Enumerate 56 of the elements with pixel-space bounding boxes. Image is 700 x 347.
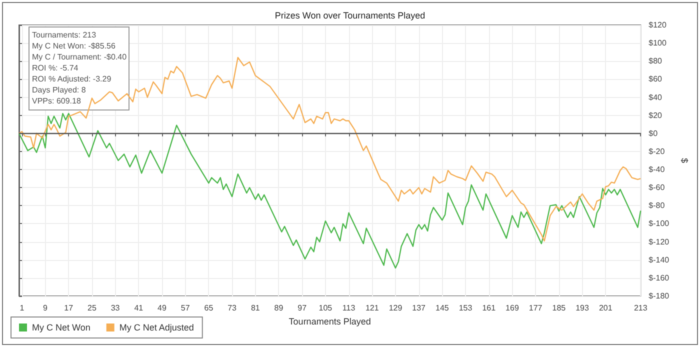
y-axis-title: $ — [680, 158, 690, 164]
x-tick-label: 97 — [298, 304, 308, 312]
x-tick-label: 153 — [458, 304, 473, 312]
y-tick-label: $-40 — [648, 165, 666, 174]
x-tick-label: 201 — [598, 304, 613, 312]
y-tick-label: $80 — [648, 56, 663, 66]
x-tick-label: 137 — [412, 304, 426, 312]
y-tick-label: $-80 — [648, 201, 666, 210]
x-tick-label: 193 — [576, 304, 590, 312]
y-tick-label: $0 — [648, 128, 658, 138]
annotation: My C / Tournament: -$0.40 — [32, 52, 128, 62]
annotation: VPPs: 609.18 — [32, 96, 82, 106]
x-tick-label: 129 — [388, 304, 403, 312]
y-tick-label: $20 — [648, 110, 663, 120]
y-tick-label: $-100 — [648, 219, 670, 228]
y-tick-label: $-20 — [648, 146, 666, 156]
x-tick-label: 41 — [134, 304, 144, 312]
legend-label: My C Net Adjusted — [119, 322, 194, 332]
y-tick-label: $100 — [648, 38, 667, 48]
x-axis-title: Tournaments Played — [288, 316, 371, 326]
x-tick-label: 1 — [20, 304, 25, 312]
x-tick-label: 33 — [110, 304, 120, 312]
x-tick-label: 113 — [342, 304, 356, 312]
x-tick-label: 9 — [43, 304, 48, 312]
y-tick-label: $-180 — [648, 292, 670, 300]
legend-label: My C Net Won — [32, 322, 90, 332]
y-tick-label: $40 — [648, 92, 663, 102]
y-tick-label: $60 — [648, 74, 663, 84]
x-tick-label: 185 — [552, 304, 566, 312]
annotation: Tournaments: 213 — [32, 30, 97, 40]
x-tick-label: 161 — [482, 304, 496, 312]
x-tick-label: 25 — [88, 304, 97, 312]
x-tick-label: 169 — [506, 304, 520, 312]
annotation: ROI %: -5.74 — [32, 64, 79, 72]
y-tick-label: $-140 — [648, 255, 670, 264]
x-tick-label: 49 — [158, 304, 167, 312]
x-tick-label: 81 — [250, 304, 260, 312]
x-tick-label: 177 — [528, 304, 543, 312]
x-tick-label: 145 — [436, 304, 450, 312]
y-tick-label: $-160 — [648, 273, 670, 282]
x-tick-label: 213 — [634, 304, 648, 312]
x-tick-label: 17 — [64, 304, 74, 312]
annotation: My C Net Won: -$85.56 — [32, 42, 116, 50]
chart-title: Prizes Won over Tournaments Played — [274, 10, 426, 20]
x-tick-label: 57 — [180, 304, 190, 312]
x-tick-label: 105 — [318, 304, 333, 312]
x-tick-label: 73 — [228, 304, 238, 312]
x-tick-label: 65 — [204, 304, 214, 312]
x-tick-label: 89 — [274, 304, 284, 312]
y-tick-label: $-120 — [648, 237, 670, 246]
y-tick-label: $-60 — [648, 183, 666, 192]
y-tick-label: $120 — [648, 20, 667, 30]
annotation: Days Played: 8 — [32, 86, 86, 94]
x-tick-label: 121 — [365, 304, 380, 312]
annotation: ROI % Adjusted: -3.29 — [32, 74, 112, 84]
line-series — [18, 112, 642, 269]
